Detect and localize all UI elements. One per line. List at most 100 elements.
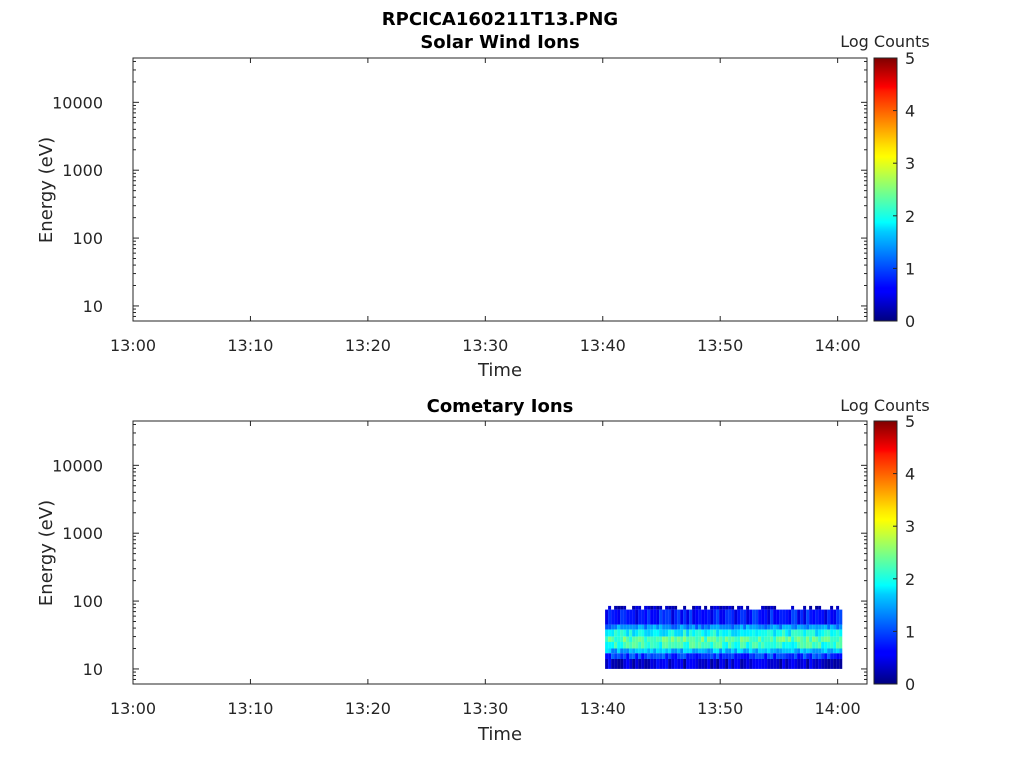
spectrogram-cell bbox=[701, 641, 705, 649]
spectrogram-cell bbox=[791, 624, 795, 630]
spectrogram-cell bbox=[611, 624, 615, 630]
spectrogram-cell bbox=[608, 641, 612, 649]
spectrogram-cell bbox=[650, 609, 654, 625]
colorbar-tick-label: 0 bbox=[905, 312, 915, 331]
spectrogram-cell bbox=[809, 659, 813, 669]
spectrogram-cell bbox=[704, 636, 708, 642]
spectrogram-cell bbox=[767, 629, 771, 637]
spectrogram-cell bbox=[737, 636, 741, 642]
spectrogram-cell bbox=[716, 653, 720, 659]
spectrogram-cell bbox=[608, 609, 612, 625]
spectrogram-cell bbox=[800, 609, 804, 625]
spectrogram-cell bbox=[734, 629, 738, 637]
spectrogram-cell bbox=[788, 659, 792, 669]
spectrogram-cell bbox=[824, 609, 828, 625]
spectrogram-cell bbox=[773, 609, 777, 625]
spectrogram-cell bbox=[767, 659, 771, 669]
plot-frame bbox=[132, 57, 868, 322]
spectrogram-cell bbox=[803, 605, 807, 610]
spectrogram-cell bbox=[740, 636, 744, 642]
spectrogram-cell bbox=[704, 605, 708, 610]
spectrogram-cell bbox=[617, 609, 621, 625]
spectrogram-cell bbox=[626, 629, 630, 637]
spectrogram-cell bbox=[755, 624, 759, 630]
spectrogram-cell bbox=[776, 629, 780, 637]
spectrogram-cell bbox=[701, 629, 705, 637]
spectrogram-cell bbox=[821, 641, 825, 649]
spectrogram-cell bbox=[704, 624, 708, 630]
spectrogram-cell bbox=[656, 629, 660, 637]
spectrogram-cell bbox=[629, 648, 633, 654]
spectrogram-cell bbox=[800, 648, 804, 654]
spectrogram-cell bbox=[719, 624, 723, 630]
spectrogram-cell bbox=[746, 605, 750, 610]
spectrogram-cell bbox=[614, 624, 618, 630]
spectrogram-cell bbox=[659, 641, 663, 649]
spectrogram-cell bbox=[761, 659, 765, 669]
spectrogram-cell bbox=[677, 624, 681, 630]
spectrogram-cell bbox=[791, 659, 795, 669]
spectrogram-cell bbox=[815, 636, 819, 642]
spectrogram-cell bbox=[797, 653, 801, 659]
spectrogram-cell bbox=[626, 609, 630, 625]
spectrogram-cell bbox=[836, 624, 840, 630]
spectrogram-cell bbox=[638, 641, 642, 649]
spectrogram-cell bbox=[683, 653, 687, 659]
spectrogram-cell bbox=[839, 629, 843, 637]
spectrogram-cell bbox=[839, 636, 843, 642]
spectrogram-cell bbox=[764, 629, 768, 637]
spectrogram-cell bbox=[608, 648, 612, 654]
spectrogram-cell bbox=[695, 659, 699, 669]
spectrogram-cell bbox=[818, 653, 822, 659]
spectrogram-cell bbox=[644, 624, 648, 630]
x-tick-label: 13:10 bbox=[227, 336, 273, 355]
spectrogram-cell bbox=[752, 653, 756, 659]
spectrogram-cell bbox=[668, 629, 672, 637]
spectrogram-cell bbox=[605, 609, 609, 625]
spectrogram-cell bbox=[647, 624, 651, 630]
spectrogram-cell bbox=[638, 648, 642, 654]
spectrogram-cell bbox=[722, 624, 726, 630]
spectrogram-cell bbox=[803, 609, 807, 625]
spectrogram-cell bbox=[740, 641, 744, 649]
spectrogram-cell bbox=[632, 636, 636, 642]
spectrogram-cell bbox=[785, 653, 789, 659]
spectrogram-cell bbox=[695, 629, 699, 637]
spectrogram-cell bbox=[785, 648, 789, 654]
spectrogram-cell bbox=[779, 648, 783, 654]
spectrogram-cell bbox=[641, 648, 645, 654]
spectrogram-cell bbox=[794, 653, 798, 659]
spectrogram-cell bbox=[716, 659, 720, 669]
spectrogram-cell bbox=[671, 648, 675, 654]
spectrogram-cell bbox=[713, 624, 717, 630]
spectrogram-cell bbox=[785, 641, 789, 649]
spectrogram-cell bbox=[719, 605, 723, 610]
spectrogram-cell bbox=[638, 653, 642, 659]
spectrogram-cell bbox=[743, 636, 747, 642]
spectrogram-cell bbox=[761, 636, 765, 642]
spectrogram-cell bbox=[605, 624, 609, 630]
spectrogram-cell bbox=[794, 624, 798, 630]
spectrogram-cell bbox=[791, 653, 795, 659]
spectrogram-cell bbox=[608, 659, 612, 669]
spectrogram-cell bbox=[797, 641, 801, 649]
spectrogram-cell bbox=[650, 648, 654, 654]
y-axis-label: Energy (eV) bbox=[36, 500, 57, 606]
y-tick-label: 10 bbox=[83, 660, 103, 679]
x-axis: 13:00 13:10 13:20 13:30 13:40 13:50 14:00 bbox=[110, 421, 861, 718]
spectrogram-cell bbox=[725, 641, 729, 649]
spectrogram-cell bbox=[689, 648, 693, 654]
spectrogram-cell bbox=[806, 609, 810, 625]
colorbar-tick-label: 1 bbox=[905, 622, 915, 641]
spectrogram-cell bbox=[644, 653, 648, 659]
spectrogram-cell bbox=[761, 609, 765, 625]
spectrogram-cell bbox=[611, 636, 615, 642]
spectrogram-cell bbox=[710, 609, 714, 625]
spectrogram-cell bbox=[665, 636, 669, 642]
spectrogram-cell bbox=[647, 659, 651, 669]
spectrogram-cell bbox=[746, 624, 750, 630]
spectrogram-cell bbox=[650, 641, 654, 649]
colorbar: Log Counts 0 1 2 3 4 5 bbox=[840, 32, 930, 331]
spectrogram-cell bbox=[644, 648, 648, 654]
spectrogram-cell bbox=[725, 636, 729, 642]
